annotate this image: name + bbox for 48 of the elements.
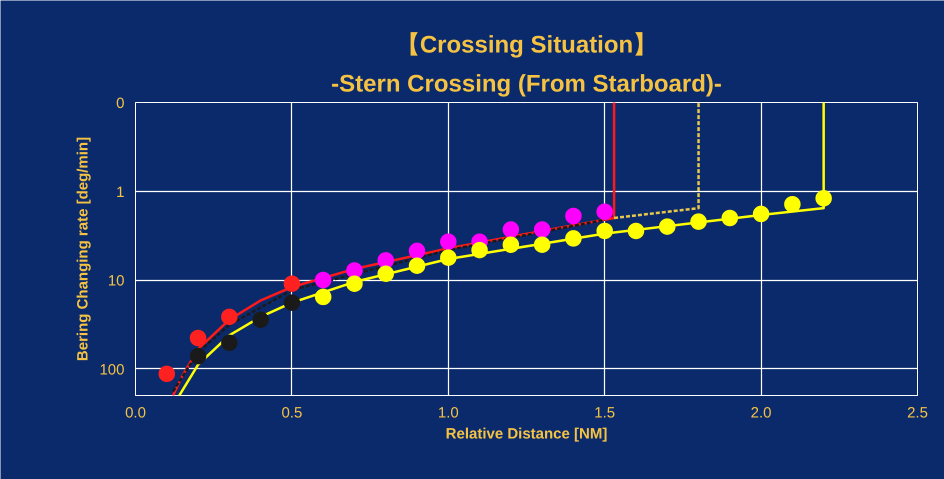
chart-title: 【Crossing Situation】 [396,32,658,58]
y-tick-label: 100 [99,361,125,378]
point [346,275,363,292]
point [815,190,832,207]
point [690,213,707,230]
x-tick-label: 2.0 [750,404,772,422]
x-tick-label: 2.5 [907,404,928,422]
point [284,294,300,311]
point [565,230,582,247]
point [190,348,206,364]
point [471,242,488,258]
point [158,366,176,382]
point [752,206,770,222]
point [440,249,457,266]
point [659,218,676,235]
point [534,236,550,253]
point [221,334,238,352]
y-tick-label: 10 [108,272,125,290]
point [252,311,269,328]
point [596,222,613,240]
y-tick-label: 1 [116,184,124,201]
y-axis-title: Bering Changing rate [deg/min] [74,136,92,362]
point [284,275,300,292]
point [377,252,394,269]
point [565,208,582,224]
point [502,221,520,238]
point [408,257,426,274]
point [502,236,520,253]
y-tick-label: 0 [116,95,124,112]
point [628,222,644,240]
point [440,233,457,250]
chart-subtitle: -Stern Crossing (From Starboard)- [331,70,722,98]
point [190,330,206,346]
x-tick-label: 0.0 [125,404,146,422]
point [784,196,801,212]
point [722,210,738,226]
point [314,288,332,306]
point [596,203,613,220]
point [534,221,550,238]
point [314,272,332,288]
point [377,266,394,282]
x-tick-label: 0.5 [281,404,302,422]
point [221,308,238,326]
point [346,262,363,279]
point [408,242,426,260]
x-tick-label: 1.5 [594,404,616,422]
x-tick-label: 1.0 [438,404,459,422]
x-axis-title: Relative Distance [NM] [446,426,608,442]
